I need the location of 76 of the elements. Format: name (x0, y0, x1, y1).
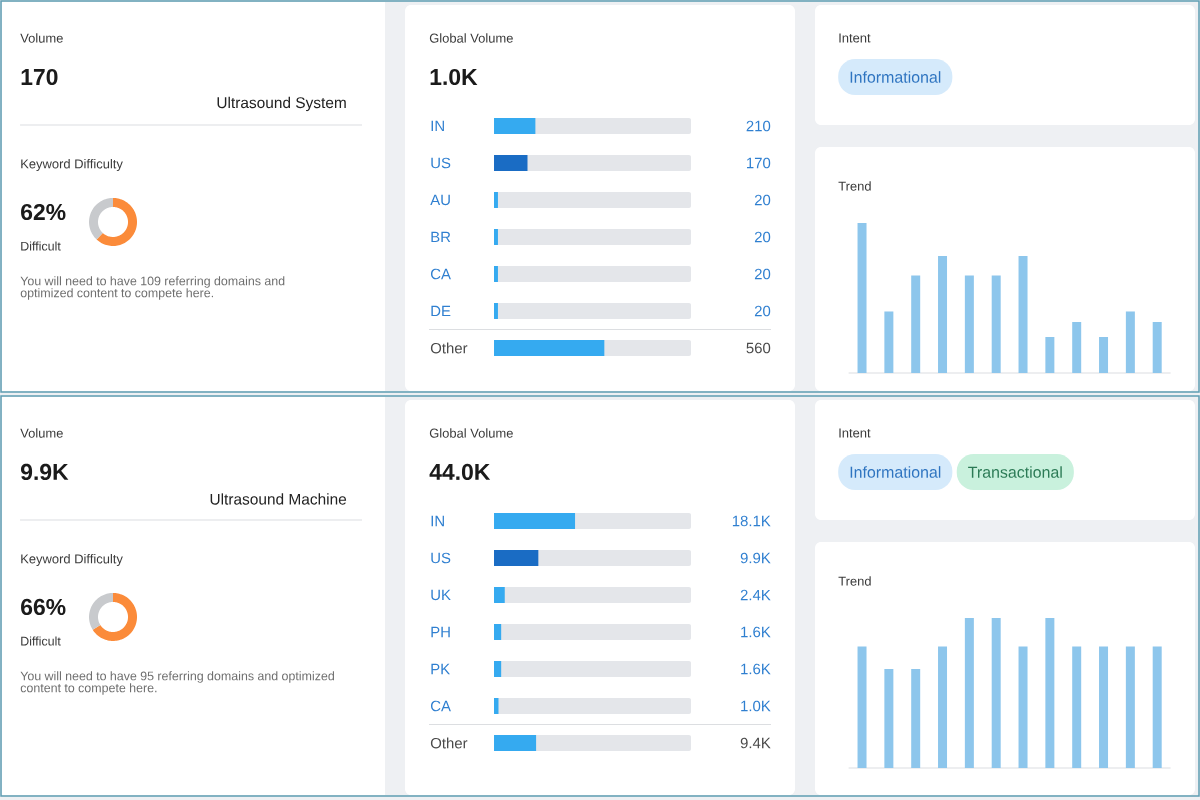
bar (494, 549, 539, 566)
data-label: 20 (754, 268, 771, 280)
data-label: 9.4K (740, 737, 771, 749)
y-tick-label: AU (430, 194, 450, 206)
text: You will need to have 95 referring domains and optimized content to compete here. (20, 671, 334, 695)
text: Informational (850, 71, 941, 83)
text: Informational (850, 466, 941, 478)
bar (938, 255, 948, 373)
chart-title: Trend (838, 576, 871, 586)
bar (1099, 336, 1109, 373)
bar (494, 117, 536, 134)
chart-title: Global Volume (429, 428, 513, 438)
data-label: 9.9K (740, 552, 771, 564)
data-label: 560 (746, 342, 771, 354)
bar (991, 275, 1001, 373)
text: Ultrasound System (217, 96, 346, 112)
bar (1045, 336, 1055, 373)
bar (494, 660, 502, 677)
bar (964, 275, 974, 373)
y-tick-label: PK (431, 663, 450, 675)
data-label: 210 (746, 120, 771, 132)
bar (1018, 255, 1028, 373)
y-tick-label: US (431, 552, 451, 564)
data-label: 2.4K (740, 589, 771, 601)
text: Intent (839, 428, 871, 438)
data-label: 1.6K (741, 626, 771, 638)
data-label: 20 (754, 194, 771, 206)
bar (494, 734, 537, 751)
bar (857, 222, 867, 373)
data-label: 1.6K (741, 663, 771, 675)
text: You will need to have 109 referring domains and optimized content to compete here. (20, 276, 285, 300)
bar (494, 586, 505, 603)
bar (494, 154, 528, 171)
bar (1152, 321, 1162, 373)
y-tick-label: IN (431, 515, 444, 527)
y-tick-label: Other (430, 342, 468, 354)
chart-subtitle: 1.0K (430, 68, 478, 86)
y-tick-label: Other (430, 737, 468, 749)
bar (884, 311, 894, 373)
bar (911, 275, 921, 373)
chart-title: Keyword Difficulty (21, 553, 123, 567)
text: 9.9K (21, 463, 69, 481)
data-label: 18.1K (732, 515, 771, 527)
chart-title: Trend (838, 181, 871, 191)
chart-title: Keyword Difficulty (21, 158, 123, 172)
text: Difficult (21, 636, 61, 646)
text: Transactional (968, 466, 1062, 478)
y-tick-label: IN (431, 120, 444, 132)
y-tick-label: UK (431, 589, 451, 601)
y-tick-label: PH (431, 626, 450, 638)
data-label: 20 (754, 231, 771, 243)
data-label: 1.0K (741, 700, 771, 712)
chart-subtitle: 44.0K (429, 463, 491, 481)
text: 170 (21, 68, 58, 86)
data-label: 20 (754, 305, 771, 317)
text: 66% (21, 598, 66, 616)
text: Difficult (21, 241, 61, 251)
bar (1125, 311, 1135, 373)
bar (494, 623, 502, 640)
text: Volume (20, 33, 63, 43)
bar (494, 228, 498, 245)
bar (494, 302, 498, 319)
text: 62% (21, 203, 66, 221)
y-tick-label: CA (430, 700, 451, 712)
y-tick-label: DE (431, 305, 451, 317)
y-tick-label: BR (431, 231, 451, 243)
bar (1072, 321, 1082, 373)
data-label: 170 (747, 157, 771, 169)
y-tick-label: CA (430, 268, 451, 280)
bar (494, 265, 498, 282)
text: Volume (20, 428, 63, 438)
text: Ultrasound Machine (210, 493, 347, 505)
bar (494, 191, 498, 208)
y-tick-label: US (431, 157, 451, 169)
text: Intent (839, 33, 871, 43)
chart-title: Global Volume (429, 33, 513, 43)
